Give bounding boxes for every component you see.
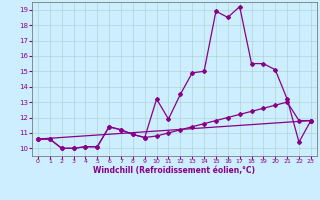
X-axis label: Windchill (Refroidissement éolien,°C): Windchill (Refroidissement éolien,°C): [93, 166, 255, 175]
